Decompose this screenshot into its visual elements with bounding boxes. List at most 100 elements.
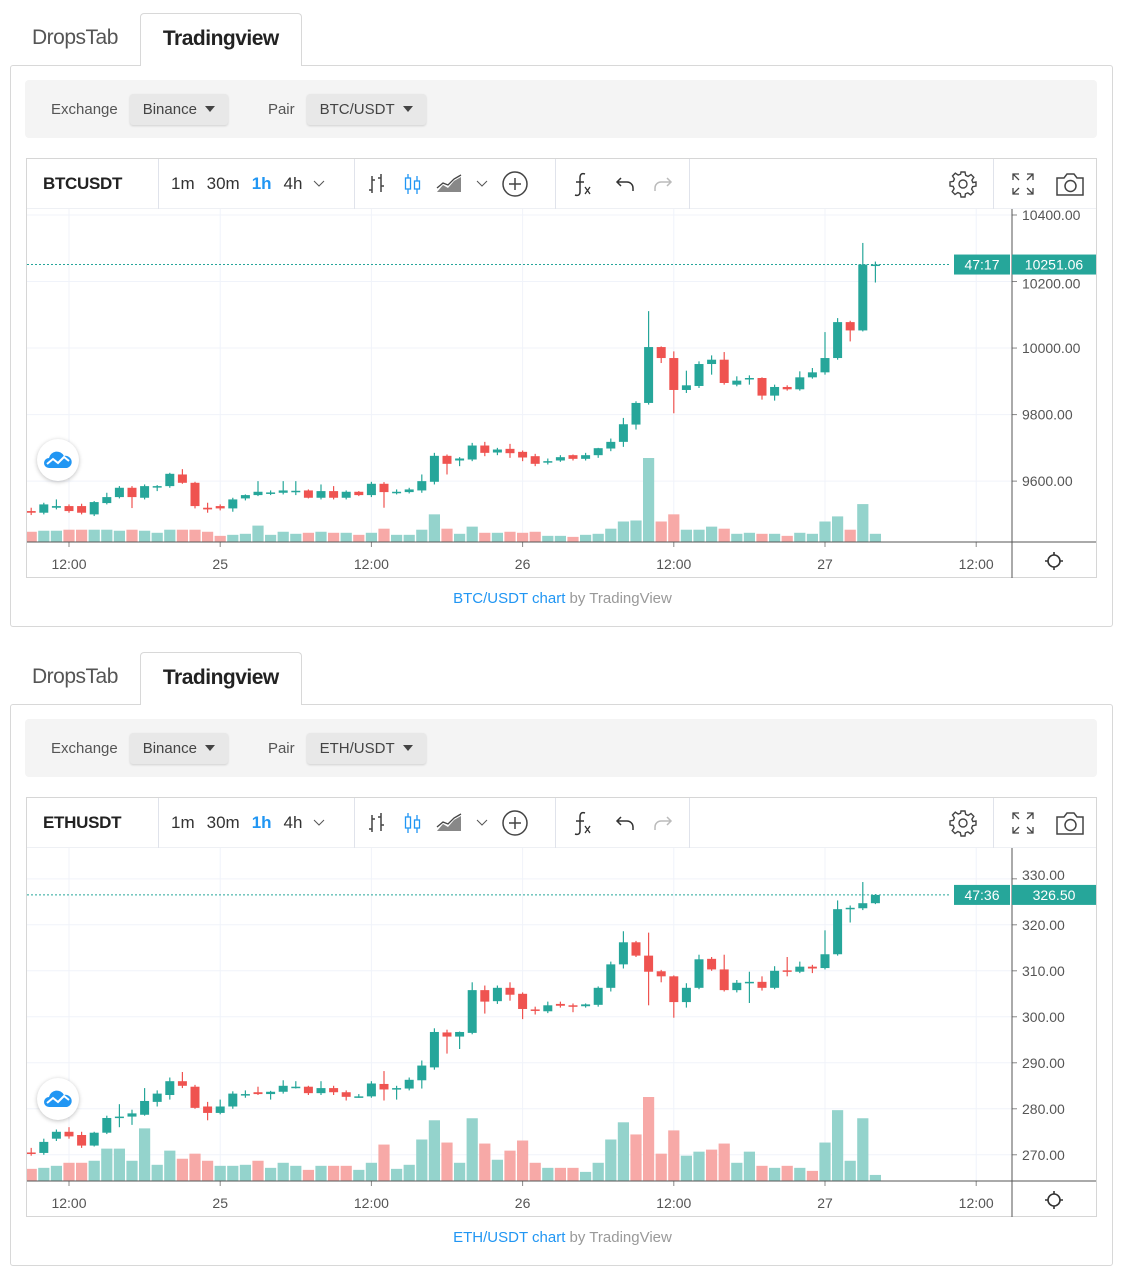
tab-tradingview[interactable]: Tradingview <box>139 13 302 66</box>
candle-down <box>329 1088 339 1093</box>
last-price-label: 326.50 <box>1033 887 1076 903</box>
axis-settings-icon[interactable] <box>1045 1191 1063 1209</box>
countdown-badge <box>954 884 1010 905</box>
candles-icon[interactable] <box>395 805 431 841</box>
volume-bar <box>832 516 844 542</box>
pair-select[interactable]: ETH/USDT <box>306 732 426 764</box>
candles-icon[interactable] <box>395 166 431 202</box>
redo-icon[interactable] <box>644 166 680 202</box>
volume-bar <box>391 534 403 542</box>
volume-bar <box>164 529 176 542</box>
undo-icon[interactable] <box>608 805 644 841</box>
interval-1m[interactable]: 1m <box>171 812 195 832</box>
candle-up <box>429 1031 439 1068</box>
settings-group <box>945 797 994 848</box>
price-tick-label: 10200.00 <box>1022 276 1081 292</box>
bars-icon[interactable] <box>359 805 395 841</box>
redo-icon[interactable] <box>644 805 680 841</box>
interval-4h[interactable]: 4h <box>283 812 303 832</box>
last-price-badge <box>1012 254 1096 275</box>
interval-1h[interactable]: 1h <box>251 173 272 193</box>
indicators-fx-icon[interactable] <box>564 805 600 841</box>
tab-tradingview[interactable]: Tradingview <box>139 652 302 705</box>
time-tick-label: 25 <box>212 556 228 572</box>
time-tick-label: 27 <box>817 556 833 572</box>
fullscreen-icon[interactable] <box>1008 805 1038 841</box>
volume-bar <box>176 1158 188 1181</box>
bars-icon[interactable] <box>359 166 395 202</box>
tradingview-logo-icon[interactable] <box>37 439 79 481</box>
candle-up <box>606 441 616 449</box>
gear-icon[interactable] <box>945 805 981 841</box>
candle-up <box>278 490 288 493</box>
tab-dropstab[interactable]: DropsTab <box>32 26 118 49</box>
candle-up <box>455 1031 465 1037</box>
time-tick-label: 12:00 <box>959 556 994 572</box>
interval-1h[interactable]: 1h <box>251 812 272 832</box>
interval-30m[interactable]: 30m <box>206 812 240 832</box>
add-indicator-icon[interactable] <box>497 805 533 841</box>
candle-down <box>669 358 679 390</box>
chart-link[interactable]: BTC/USDT chart <box>453 590 566 607</box>
candle-up <box>593 987 603 1005</box>
candle-up <box>140 486 150 498</box>
candle-up <box>770 386 780 396</box>
fullscreen-icon[interactable] <box>1008 166 1038 202</box>
exchange-select[interactable]: Binance <box>129 732 228 764</box>
undo-icon[interactable] <box>608 166 644 202</box>
add-indicator-icon[interactable] <box>497 166 533 202</box>
candle-up <box>140 1100 150 1115</box>
volume-bar <box>88 1160 100 1181</box>
candle-up <box>694 959 704 988</box>
chevron-down-icon[interactable] <box>308 805 330 841</box>
axis-settings-icon[interactable] <box>1045 552 1063 570</box>
interval-1m[interactable]: 1m <box>171 173 195 193</box>
candle-down <box>757 981 767 988</box>
price-tick-label: 290.00 <box>1022 1055 1065 1071</box>
interval-30m[interactable]: 30m <box>206 173 240 193</box>
chevron-down-icon[interactable] <box>308 166 330 202</box>
candlestick-chart[interactable]: 330.00 320.00 310.00 300.00 290.00 280.00 270.… <box>27 848 1096 1217</box>
camera-icon[interactable] <box>1052 166 1088 202</box>
area-chart-icon[interactable] <box>431 805 467 841</box>
interval-4h[interactable]: 4h <box>283 173 303 193</box>
pair-value: BTC/USDT <box>319 100 395 118</box>
pair-select[interactable]: BTC/USDT <box>306 93 426 125</box>
exchange-select[interactable]: Binance <box>129 93 228 125</box>
volume-bar <box>454 533 466 542</box>
tradingview-logo-icon[interactable] <box>37 1078 79 1120</box>
gear-icon[interactable] <box>945 166 981 202</box>
volume-bar <box>403 534 415 542</box>
candlestick-chart[interactable]: 10400.00 10200.00 10000.00 9800.00 9600.00 12… <box>27 209 1096 578</box>
candle-up <box>492 987 502 1002</box>
candle-up <box>845 907 855 910</box>
tab-dropstab[interactable]: DropsTab <box>32 665 118 688</box>
indicators-fx-icon[interactable] <box>564 166 600 202</box>
candle-up <box>744 377 754 380</box>
candle-down <box>303 1086 313 1094</box>
chart-link[interactable]: ETH/USDT chart <box>453 1229 566 1246</box>
candle-down <box>27 1152 36 1154</box>
volume-bar <box>365 1162 377 1181</box>
price-tick-label: 9600.00 <box>1022 473 1073 489</box>
chevron-down-icon[interactable] <box>467 805 497 841</box>
volume-bar <box>151 1164 163 1181</box>
volume-bar <box>693 1151 705 1181</box>
volume-bar <box>38 530 50 542</box>
candle-up <box>820 954 830 969</box>
symbol-search[interactable]: ETHUSDT <box>27 797 159 848</box>
camera-icon[interactable] <box>1052 805 1088 841</box>
volume-bar <box>706 526 718 542</box>
candle-up <box>681 987 691 1003</box>
candle-up <box>278 1085 288 1092</box>
candle-up <box>266 1091 276 1095</box>
time-tick-label: 12:00 <box>354 556 389 572</box>
volume-bar <box>189 1153 201 1181</box>
volume-bar <box>252 525 264 542</box>
volume-bar <box>277 1162 289 1181</box>
candle-down <box>518 993 528 1009</box>
area-chart-icon[interactable] <box>431 166 467 202</box>
volume-bar <box>844 529 856 542</box>
symbol-search[interactable]: BTCUSDT <box>27 158 159 209</box>
chevron-down-icon[interactable] <box>467 166 497 202</box>
